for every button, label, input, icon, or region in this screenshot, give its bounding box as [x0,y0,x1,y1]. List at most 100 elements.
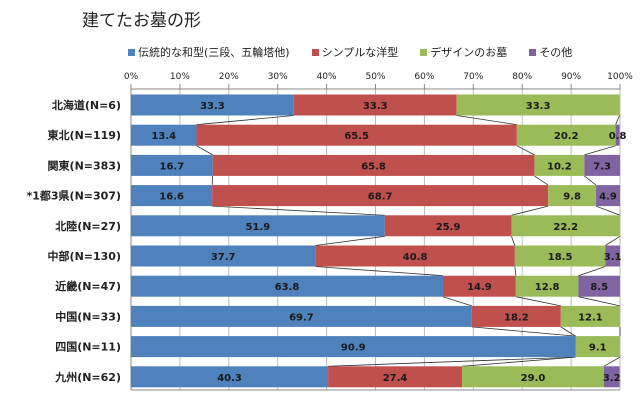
data-label: 51.9 [246,222,271,233]
legend: 伝統的な和型(三段、五輪塔他) シンプルな洋型 デザインのお墓 その他 [128,44,572,60]
bar-segment [534,154,585,176]
x-tick-label: 50% [365,72,385,82]
data-label: 12.1 [578,312,603,323]
data-label: 40.8 [403,252,428,263]
bar-segment [605,245,620,267]
bar-segment [131,305,472,327]
bar-segment [384,215,512,237]
data-label: 33.3 [363,101,388,112]
bar-segment [515,275,579,297]
category-label: *1都3県(N=307) [27,189,122,203]
series-line [578,296,621,307]
legend-item: 伝統的な和型(三段、五輪塔他) [128,44,290,60]
bar-segment [328,366,463,388]
legend-swatch [311,48,319,56]
series-line [471,326,576,337]
data-label: 29.0 [521,373,546,384]
series-line [615,115,620,125]
bar-segment [584,154,620,176]
bar-segment [131,366,329,388]
series-line [584,145,616,156]
bar-segment [212,185,549,207]
bar-segment [131,275,443,297]
data-label: 63.8 [275,282,300,293]
data-label: 33.3 [200,101,225,112]
category-label: 九州(N=62) [54,370,121,384]
legend-label: シンプルな洋型 [321,46,399,59]
legend-swatch [420,48,428,56]
series-line [516,145,535,156]
series-line [605,235,621,246]
data-label: 3.1 [604,252,622,263]
legend-item: シンプルな洋型 [311,44,399,60]
bar-segment [131,245,316,267]
series-line [315,235,385,246]
legend-label: デザインのお墓 [430,46,508,59]
series-line [515,296,561,307]
bar-segment [442,275,516,297]
bar-segment [575,336,620,358]
x-tick-label: 100% [607,72,633,82]
category-label: 関東(N=383) [48,158,121,172]
data-label: 3.2 [603,373,621,384]
x-tick-label: 30% [268,72,288,82]
bar-segment [471,305,561,327]
legend-label: 伝統的な和型(三段、五輪塔他) [138,46,290,59]
bar-segment [516,124,616,146]
legend-item: デザインのお墓 [420,44,507,60]
data-label: 18.5 [548,252,573,263]
series-line [560,326,576,337]
series-line [584,175,597,186]
bar-segment [511,215,620,237]
series-line [212,205,385,216]
series-line [328,356,576,367]
data-label: 9.1 [589,343,607,354]
data-label: 4.9 [599,192,617,203]
category-label: 近畿(N=47) [55,279,121,293]
data-label: 65.8 [361,161,386,172]
x-tick-label: 90% [561,72,581,82]
data-label: 7.3 [593,161,611,172]
legend-swatch [529,48,537,56]
bar-segment [456,94,620,116]
series-line [603,356,621,367]
bar-segment [615,124,620,146]
series-line [511,236,516,246]
data-label: 69.7 [289,312,314,323]
series-line [196,145,213,156]
data-label: 65.5 [344,131,369,142]
bar-segment [578,275,620,297]
category-label: 北海道(N=6) [52,98,121,112]
data-label: 20.2 [554,131,579,142]
bar-segment [293,94,457,116]
series-line [534,175,549,186]
x-tick-label: 70% [463,72,483,82]
series-line [196,115,294,126]
bar-segment [603,366,620,388]
series-line [442,296,472,307]
data-label: 0.8 [609,131,627,142]
legend-label: その他 [539,46,573,59]
category-label: 中国(N=33) [55,309,121,323]
data-label: 25.9 [436,222,461,233]
series-line [315,266,444,277]
series-line [456,115,517,126]
x-tick-label: 0% [124,72,139,82]
bar-segment [196,124,517,146]
data-label: 9.8 [563,192,581,203]
data-label: 27.4 [383,373,408,384]
bar-segment [548,185,597,207]
series-line [595,205,621,216]
bar-segment [462,366,604,388]
data-label: 14.9 [467,282,492,293]
data-label: 8.5 [590,282,608,293]
bar-segment [131,124,197,146]
x-tick-label: 40% [317,72,337,82]
chart-title: 建てたお墓の形 [82,11,201,31]
legend-swatch [128,48,135,56]
data-label: 22.2 [553,222,578,233]
bar-segment [315,245,515,267]
data-label: 18.2 [504,312,529,323]
bar-segment [596,185,620,207]
category-label: 中部(N=130) [48,249,121,263]
